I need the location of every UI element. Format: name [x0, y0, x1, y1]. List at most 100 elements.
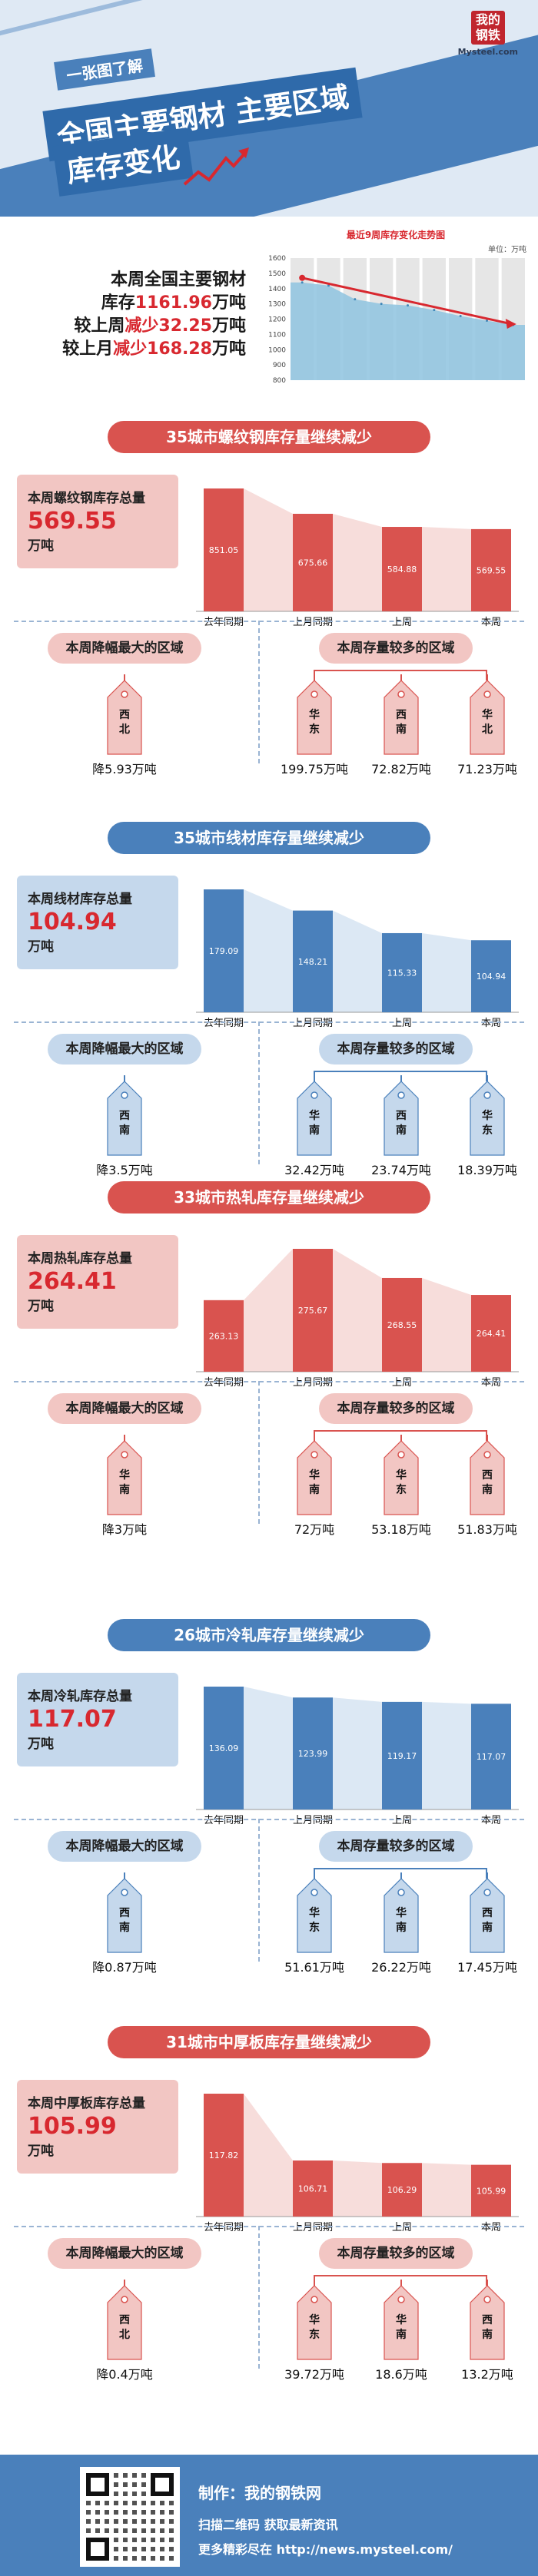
more-region-value: 51.83万吨 — [457, 1522, 517, 1537]
trend-arrow-icon — [505, 319, 516, 329]
bar — [293, 2160, 333, 2217]
bar-category-label: 本周 — [481, 1018, 501, 1029]
total-box: 本周螺纹钢库存总量 569.55 万吨 — [17, 475, 178, 568]
monthly-change: 减少168.28 — [113, 339, 212, 359]
region-tag: 华东 — [296, 674, 333, 756]
bar-category-label: 上周 — [392, 1018, 412, 1029]
bar-value-label: 106.29 — [387, 2185, 417, 2195]
y-tick-label: 1000 — [268, 346, 286, 354]
bar — [293, 1249, 333, 1372]
region-tag: 华南 — [296, 1435, 333, 1516]
drop-value: 降0.4万吨 — [96, 2367, 153, 2382]
total-unit: 万吨 — [28, 538, 54, 554]
region-tag: 华南 — [296, 1075, 333, 1157]
drop-region-title: 本周降幅最大的区域 — [48, 1034, 201, 1065]
total-value: 569.55 — [28, 508, 117, 535]
bar-chart: 263.13 去年同期 275.67 上月同期 268.55 上周 264.41 本周 — [196, 1249, 519, 1389]
summary: 本周全国主要钢材 库存1161.96万吨 较上周减少32.25万吨 较上月减少1… — [15, 269, 246, 361]
tag-icon — [384, 674, 419, 755]
divider — [258, 2226, 260, 2369]
more-region-title: 本周存量较多的区域 — [319, 1034, 473, 1065]
region-tag: 华东 — [296, 1872, 333, 1954]
bar-category-label: 本周 — [481, 1377, 501, 1389]
section-banner: 35城市线材库存量继续减少 — [108, 822, 430, 854]
region-tag: 华东 — [296, 2280, 333, 2361]
more-region-title: 本周存量较多的区域 — [319, 1393, 473, 1424]
region-tag: 西南 — [106, 1872, 143, 1954]
y-tick-label: 1100 — [268, 331, 286, 339]
more-region-title: 本周存量较多的区域 — [319, 1831, 473, 1862]
tag-icon — [384, 1435, 419, 1515]
bar-value-label: 105.99 — [477, 2186, 506, 2196]
bar-category-label: 上月同期 — [293, 1018, 333, 1029]
bar-category-label: 上月同期 — [293, 2222, 333, 2233]
drop-value: 降3.5万吨 — [96, 1163, 153, 1177]
region-tag: 西南 — [106, 1075, 143, 1157]
drop-value: 降3万吨 — [101, 1522, 148, 1537]
more-region-value: 13.2万吨 — [461, 2367, 513, 2382]
bar-category-label: 本周 — [481, 2222, 501, 2233]
tag-icon — [384, 1075, 419, 1156]
total-box: 本周热轧库存总量 264.41 万吨 — [17, 1235, 178, 1329]
bar-category-label: 上月同期 — [293, 1377, 333, 1389]
divider — [258, 1819, 260, 1962]
tag-icon — [107, 1075, 142, 1156]
bar-value-label: 117.82 — [209, 2151, 239, 2160]
bar-value-label: 123.99 — [298, 1749, 328, 1759]
more-link[interactable]: 更多精彩尽在 http://news.mysteel.com/ — [198, 2542, 453, 2557]
region-tag: 华南 — [106, 1435, 143, 1516]
total-unit: 万吨 — [28, 1737, 54, 1752]
region-name: 华东 — [309, 2314, 320, 2341]
bar-value-label: 675.66 — [298, 558, 328, 568]
tag-icon — [384, 1872, 419, 1953]
bar — [204, 1300, 244, 1372]
bar-chart: 179.09 去年同期 148.21 上月同期 115.33 上周 104.94 本周 — [196, 889, 519, 1029]
more-region-value: 72.82万吨 — [371, 762, 431, 776]
tag-icon — [297, 1435, 332, 1515]
section-banner: 33城市热轧库存量继续减少 — [108, 1181, 430, 1214]
tag-icon — [107, 1435, 142, 1515]
chart-area — [291, 282, 525, 380]
total-label: 本周线材库存总量 — [28, 892, 132, 907]
total-value: 104.94 — [28, 909, 117, 935]
bar-value-label: 179.09 — [209, 946, 239, 956]
more-region-value: 18.6万吨 — [375, 2367, 427, 2382]
bar-value-label: 275.67 — [298, 1306, 328, 1316]
tag-icon — [384, 2280, 419, 2360]
bar-category-label: 去年同期 — [204, 617, 244, 628]
more-region-title: 本周存量较多的区域 — [319, 633, 473, 664]
region-name: 西北 — [119, 709, 130, 736]
chart-point — [354, 298, 357, 301]
producer: 制作：我的钢铁网 — [198, 2484, 321, 2502]
y-tick-label: 1200 — [268, 316, 286, 324]
bar-category-label: 去年同期 — [204, 2222, 244, 2233]
section-banner: 35城市螺纹钢库存量继续减少 — [108, 421, 430, 453]
region-tag: 华东 — [469, 1075, 506, 1157]
more-region-value: 32.42万吨 — [284, 1163, 344, 1177]
tagline: 一张图了解 — [54, 48, 155, 91]
bar-value-label: 851.05 — [209, 545, 239, 555]
more-region-value: 26.22万吨 — [371, 1960, 431, 1975]
total-label: 本周热轧库存总量 — [28, 1251, 132, 1266]
region-tag: 西南 — [469, 1872, 506, 1954]
bar-value-label: 117.07 — [477, 1752, 506, 1762]
footer: 制作：我的钢铁网 扫描二维码 获取最新资讯 更多精彩尽在 http://news… — [0, 2455, 538, 2576]
weekly-change: 减少32.25 — [125, 316, 212, 336]
region-name: 华东 — [396, 1469, 407, 1496]
drop-region-title: 本周降幅最大的区域 — [48, 633, 201, 664]
more-region-value: 72万吨 — [294, 1522, 335, 1537]
tag-icon — [470, 1872, 505, 1953]
region-name: 西南 — [482, 2314, 493, 2341]
trend-start-dot — [299, 274, 306, 281]
qr-code-icon[interactable] — [80, 2467, 180, 2567]
bar — [382, 527, 422, 611]
total-value: 264.41 — [28, 1268, 117, 1295]
region-tag: 华东 — [383, 1435, 420, 1516]
region-name: 华东 — [482, 1110, 493, 1137]
divider — [258, 621, 260, 763]
region-name: 华东 — [309, 709, 320, 736]
y-tick-label: 900 — [273, 362, 286, 369]
divider — [258, 1381, 260, 1524]
bar — [471, 940, 511, 1012]
